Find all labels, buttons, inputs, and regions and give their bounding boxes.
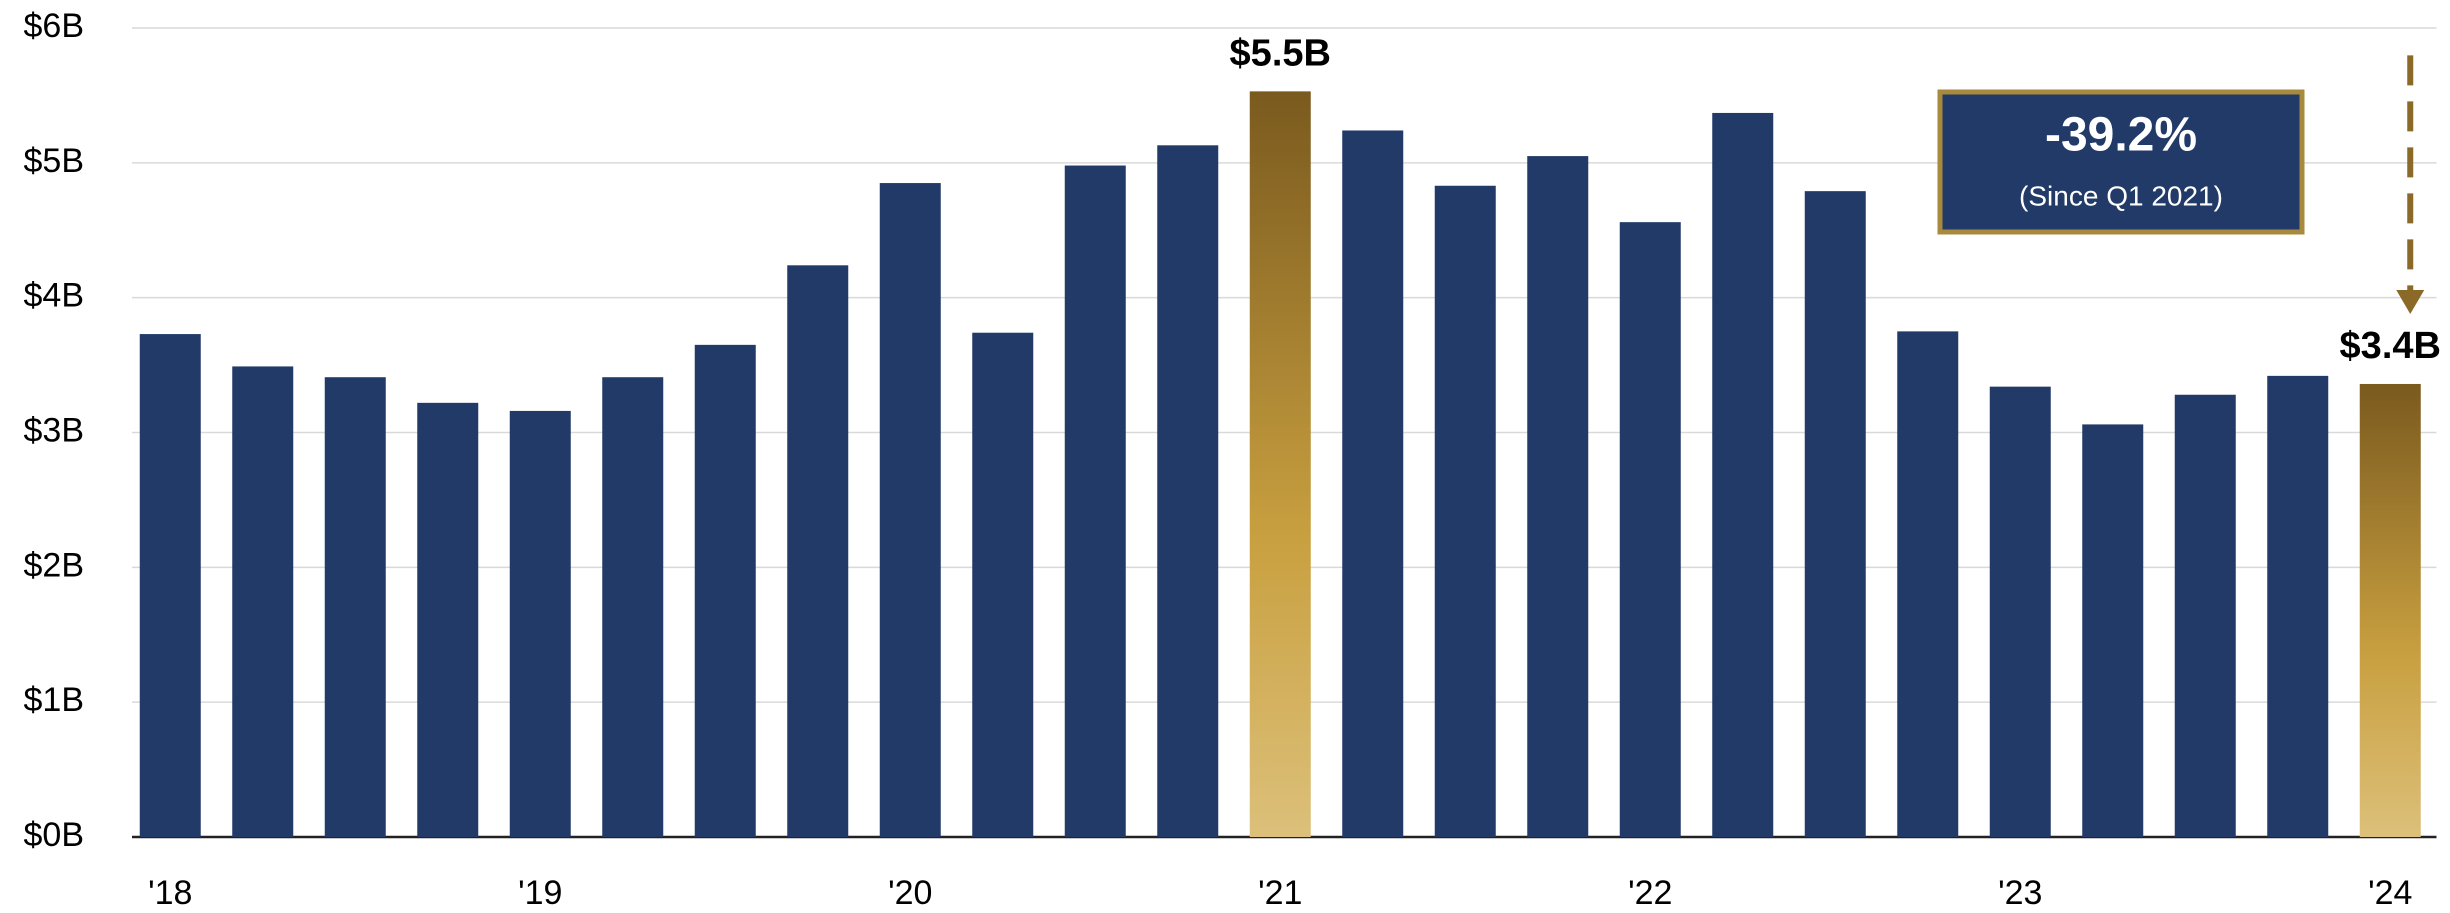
x-tick-label: '22 xyxy=(1628,874,1672,912)
y-tick-label: $2B xyxy=(24,546,85,584)
bar xyxy=(232,366,294,837)
bar xyxy=(1157,145,1219,837)
value-label: $3.4B xyxy=(2340,325,2441,367)
bar xyxy=(2082,424,2144,837)
arrow-head xyxy=(2396,289,2425,314)
bar xyxy=(2267,375,2329,837)
y-tick-label: $4B xyxy=(24,277,85,315)
bar xyxy=(1804,191,1866,838)
bar xyxy=(2174,394,2236,837)
y-tick-label: $5B xyxy=(24,142,85,180)
bar xyxy=(879,183,941,837)
bar xyxy=(1342,130,1404,837)
bar xyxy=(1527,156,1589,837)
x-tick-label: '18 xyxy=(148,874,192,912)
bar xyxy=(2359,383,2421,837)
bar xyxy=(602,377,664,837)
x-tick-label: '19 xyxy=(518,874,562,912)
x-tick-label: '24 xyxy=(2368,874,2412,912)
callout-box xyxy=(1937,89,2305,235)
y-tick-label: $3B xyxy=(24,411,85,449)
y-tick-label: $1B xyxy=(24,681,85,719)
bar xyxy=(1897,331,1959,837)
y-tick-label: $6B xyxy=(24,7,85,45)
bar xyxy=(324,377,386,837)
change-label: -39.2% xyxy=(2045,109,2197,162)
bar xyxy=(972,332,1034,837)
x-tick-label: '23 xyxy=(1998,874,2042,912)
bar xyxy=(1712,112,1774,837)
bar xyxy=(1064,165,1126,837)
value-label: $5.5B xyxy=(1230,32,1331,74)
x-tick-label: '21 xyxy=(1258,874,1302,912)
bar xyxy=(694,344,756,837)
y-tick-label: $0B xyxy=(24,816,85,854)
change-note: (Since Q1 2021) xyxy=(2019,180,2223,211)
bar xyxy=(417,402,479,837)
bar xyxy=(1434,185,1496,837)
bar xyxy=(1989,386,2051,837)
x-tick-label: '20 xyxy=(888,874,932,912)
bar xyxy=(1619,222,1681,837)
bar xyxy=(1249,91,1311,838)
bar xyxy=(139,334,201,837)
bar xyxy=(509,410,571,837)
bar xyxy=(787,265,849,838)
